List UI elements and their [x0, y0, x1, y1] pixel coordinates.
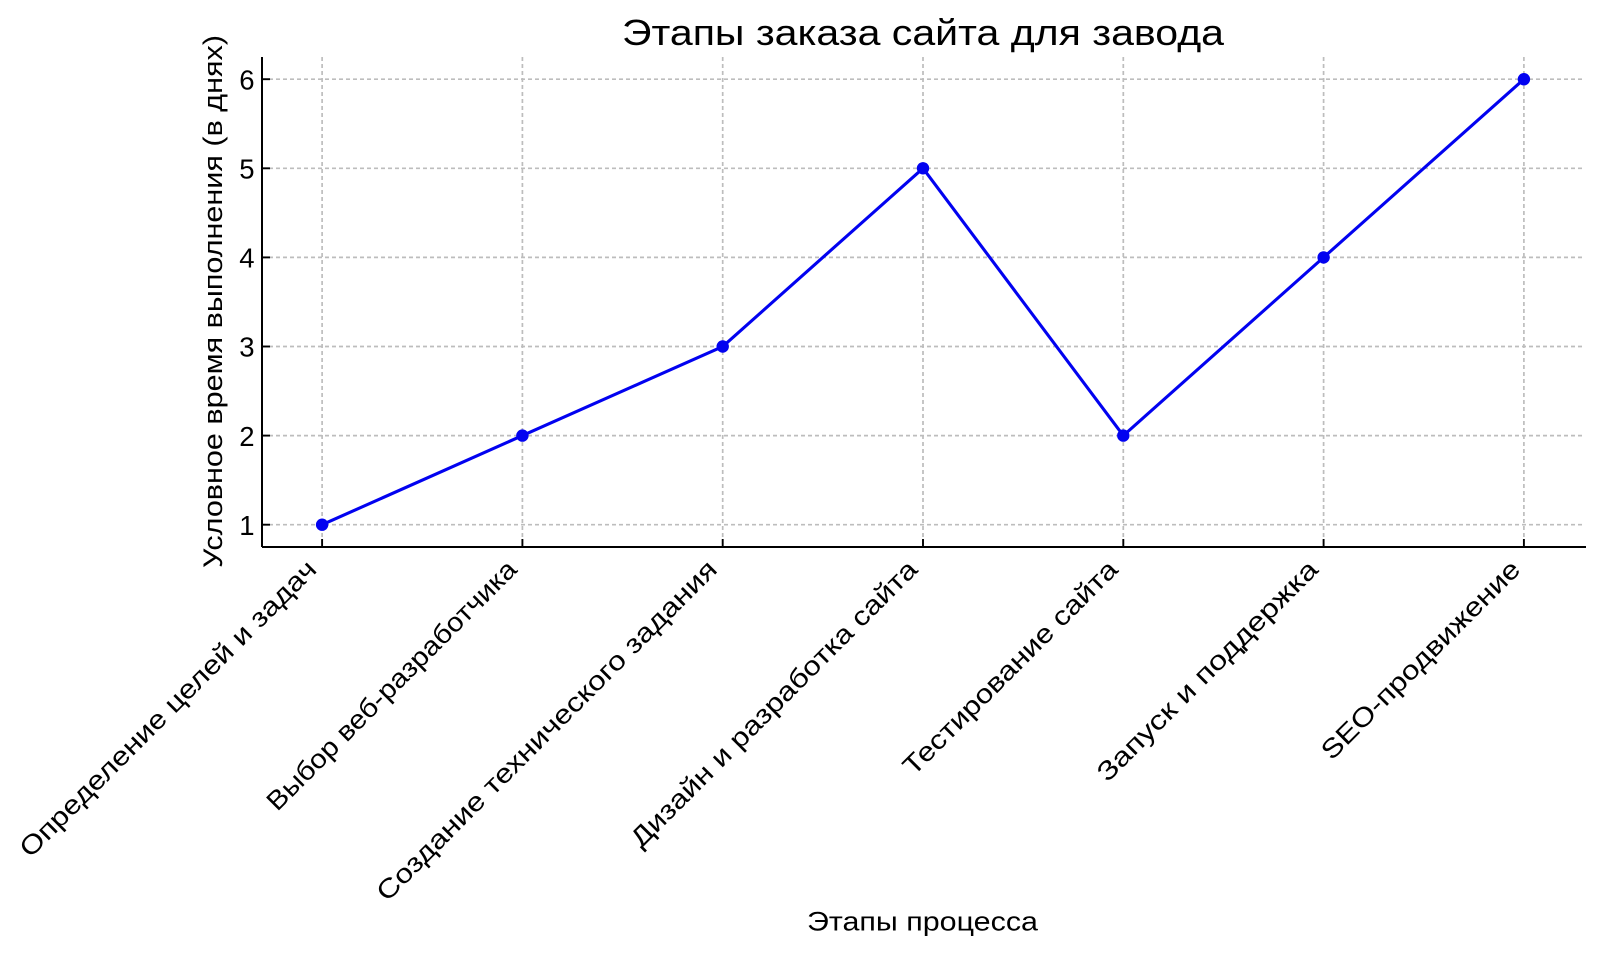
svg-text:5: 5: [239, 154, 254, 185]
svg-text:Этапы процесса: Этапы процесса: [807, 907, 1038, 937]
svg-text:6: 6: [239, 64, 254, 95]
svg-text:4: 4: [239, 243, 254, 274]
svg-text:Условное время выполнения (в д: Условное время выполнения (в днях): [198, 35, 228, 568]
svg-text:3: 3: [239, 332, 254, 363]
svg-text:1: 1: [239, 510, 254, 541]
svg-text:Этапы заказа сайта для завода: Этапы заказа сайта для завода: [622, 12, 1225, 53]
svg-text:2: 2: [239, 421, 254, 452]
